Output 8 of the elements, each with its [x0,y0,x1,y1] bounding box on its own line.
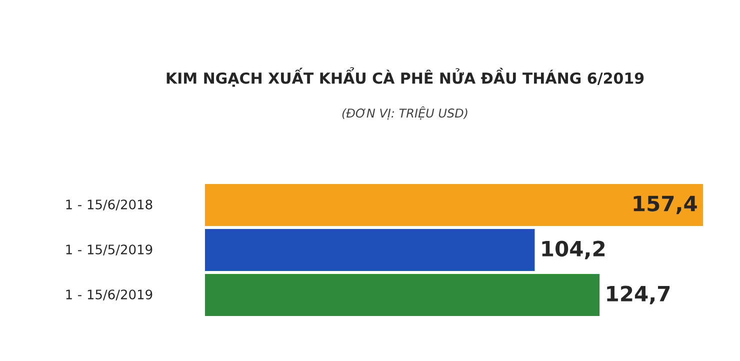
y-tick-label: 1 - 15/6/2019 [66,290,152,300]
y-tick-label: 1 - 15/6/2018 [66,200,152,210]
chart-subtitle: (ĐƠN VỊ: TRIỆU USD) [342,106,468,120]
data-label: 124,7 [607,286,670,304]
data-label: 157,4 [634,196,697,214]
data-label: 104,2 [542,240,605,260]
chart-title: KIM NGẠCH XUẤT KHẨU CÀ PHÊ NỬA ĐẦU THÁNG 6/2019 [166,67,644,87]
y-tick-label: 1 - 15/5/2019 [66,244,152,256]
